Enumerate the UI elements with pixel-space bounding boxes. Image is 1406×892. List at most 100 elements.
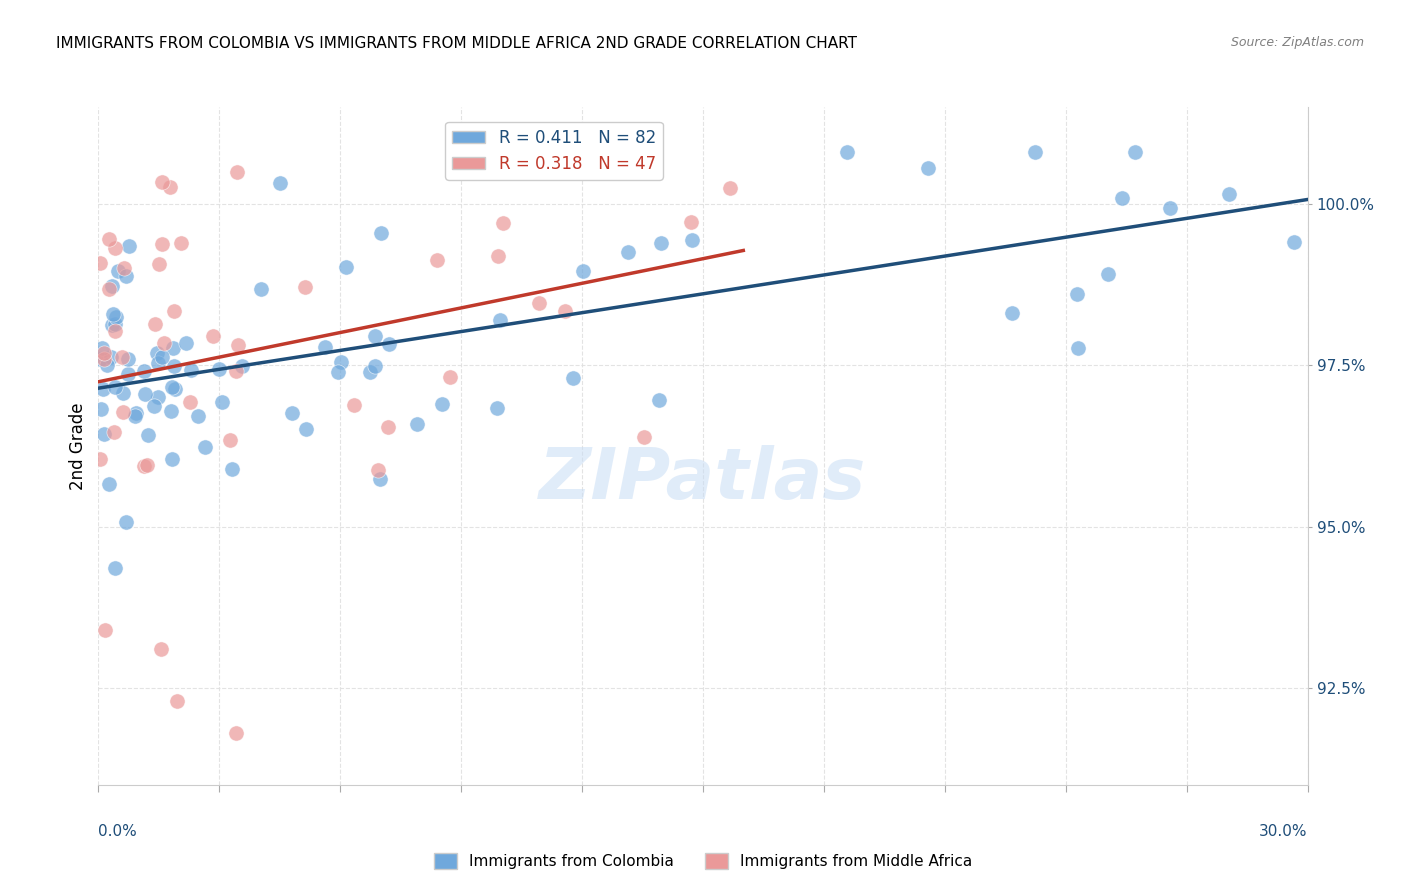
Point (489, 312, 512, 326)
Point (150, 350, 173, 364)
Point (148, 390, 170, 404)
Legend: R = 0.411   N = 82, R = 0.318   N = 47: R = 0.411 N = 82, R = 0.318 N = 47 (446, 122, 662, 180)
Point (104, 317, 127, 331)
Point (117, 367, 139, 381)
Point (103, 425, 125, 439)
Point (281, 406, 304, 420)
Point (225, 164, 247, 178)
Point (1123, 145, 1146, 160)
Point (96, 358, 118, 372)
Point (143, 318, 166, 332)
Point (314, 340, 336, 354)
Point (146, 356, 169, 370)
Point (91, 341, 114, 355)
Point (917, 161, 939, 175)
Point (134, 387, 156, 401)
Point (343, 398, 366, 412)
Point (90, 401, 112, 416)
Point (1001, 306, 1024, 320)
Point (100, 351, 122, 365)
Point (201, 328, 224, 343)
Point (1097, 267, 1119, 281)
Point (294, 279, 316, 293)
Point (377, 419, 399, 434)
Point (125, 406, 148, 420)
Point (111, 350, 134, 364)
Point (208, 361, 231, 376)
Point (163, 359, 186, 374)
Text: Source: ZipAtlas.com: Source: ZipAtlas.com (1230, 36, 1364, 49)
Point (492, 216, 515, 230)
Point (572, 263, 595, 277)
Point (166, 694, 188, 708)
Point (1111, 191, 1133, 205)
Point (111, 385, 134, 400)
Point (93, 426, 115, 441)
Point (405, 417, 427, 432)
Point (648, 393, 671, 408)
Point (219, 433, 242, 447)
Point (104, 241, 127, 255)
Point (231, 359, 253, 373)
Point (132, 458, 155, 473)
Point (330, 354, 353, 368)
Point (1067, 341, 1090, 355)
Point (104, 324, 127, 338)
Point (162, 341, 184, 355)
Point (226, 338, 249, 352)
Point (159, 404, 181, 418)
Point (616, 245, 638, 260)
Point (117, 352, 139, 367)
Point (160, 451, 183, 466)
Point (1066, 287, 1088, 301)
Point (115, 268, 138, 283)
Point (117, 239, 139, 253)
Point (211, 394, 233, 409)
Point (567, 164, 589, 178)
Point (89, 256, 111, 270)
Point (294, 422, 316, 436)
Point (439, 369, 461, 384)
Text: 0.0%: 0.0% (98, 824, 138, 838)
Point (363, 359, 385, 374)
Point (91, 382, 114, 396)
Point (1159, 202, 1181, 216)
Text: 30.0%: 30.0% (1260, 824, 1308, 838)
Point (142, 399, 165, 413)
Point (115, 515, 138, 529)
Point (149, 642, 172, 657)
Point (426, 252, 449, 267)
Point (681, 214, 703, 228)
Point (163, 382, 186, 396)
Point (98, 232, 121, 246)
Point (523, 164, 546, 178)
Point (163, 304, 186, 318)
Point (225, 364, 247, 378)
Point (150, 237, 173, 252)
Point (835, 145, 858, 160)
Point (107, 263, 129, 277)
Point (148, 257, 170, 271)
Point (335, 260, 357, 274)
Point (269, 176, 291, 190)
Point (359, 365, 381, 379)
Point (370, 226, 392, 240)
Point (187, 409, 209, 423)
Point (103, 307, 125, 321)
Point (89, 451, 111, 466)
Point (94, 623, 117, 637)
Point (135, 458, 157, 472)
Point (1024, 145, 1046, 160)
Point (486, 249, 509, 263)
Point (104, 380, 127, 394)
Legend: Immigrants from Colombia, Immigrants from Middle Africa: Immigrants from Colombia, Immigrants fro… (427, 847, 979, 875)
Point (145, 345, 167, 359)
Point (104, 561, 127, 575)
Point (153, 335, 176, 350)
Point (486, 401, 509, 415)
Point (174, 335, 197, 350)
Point (159, 179, 181, 194)
Point (367, 463, 389, 477)
Point (1284, 235, 1306, 249)
Point (93, 346, 115, 360)
